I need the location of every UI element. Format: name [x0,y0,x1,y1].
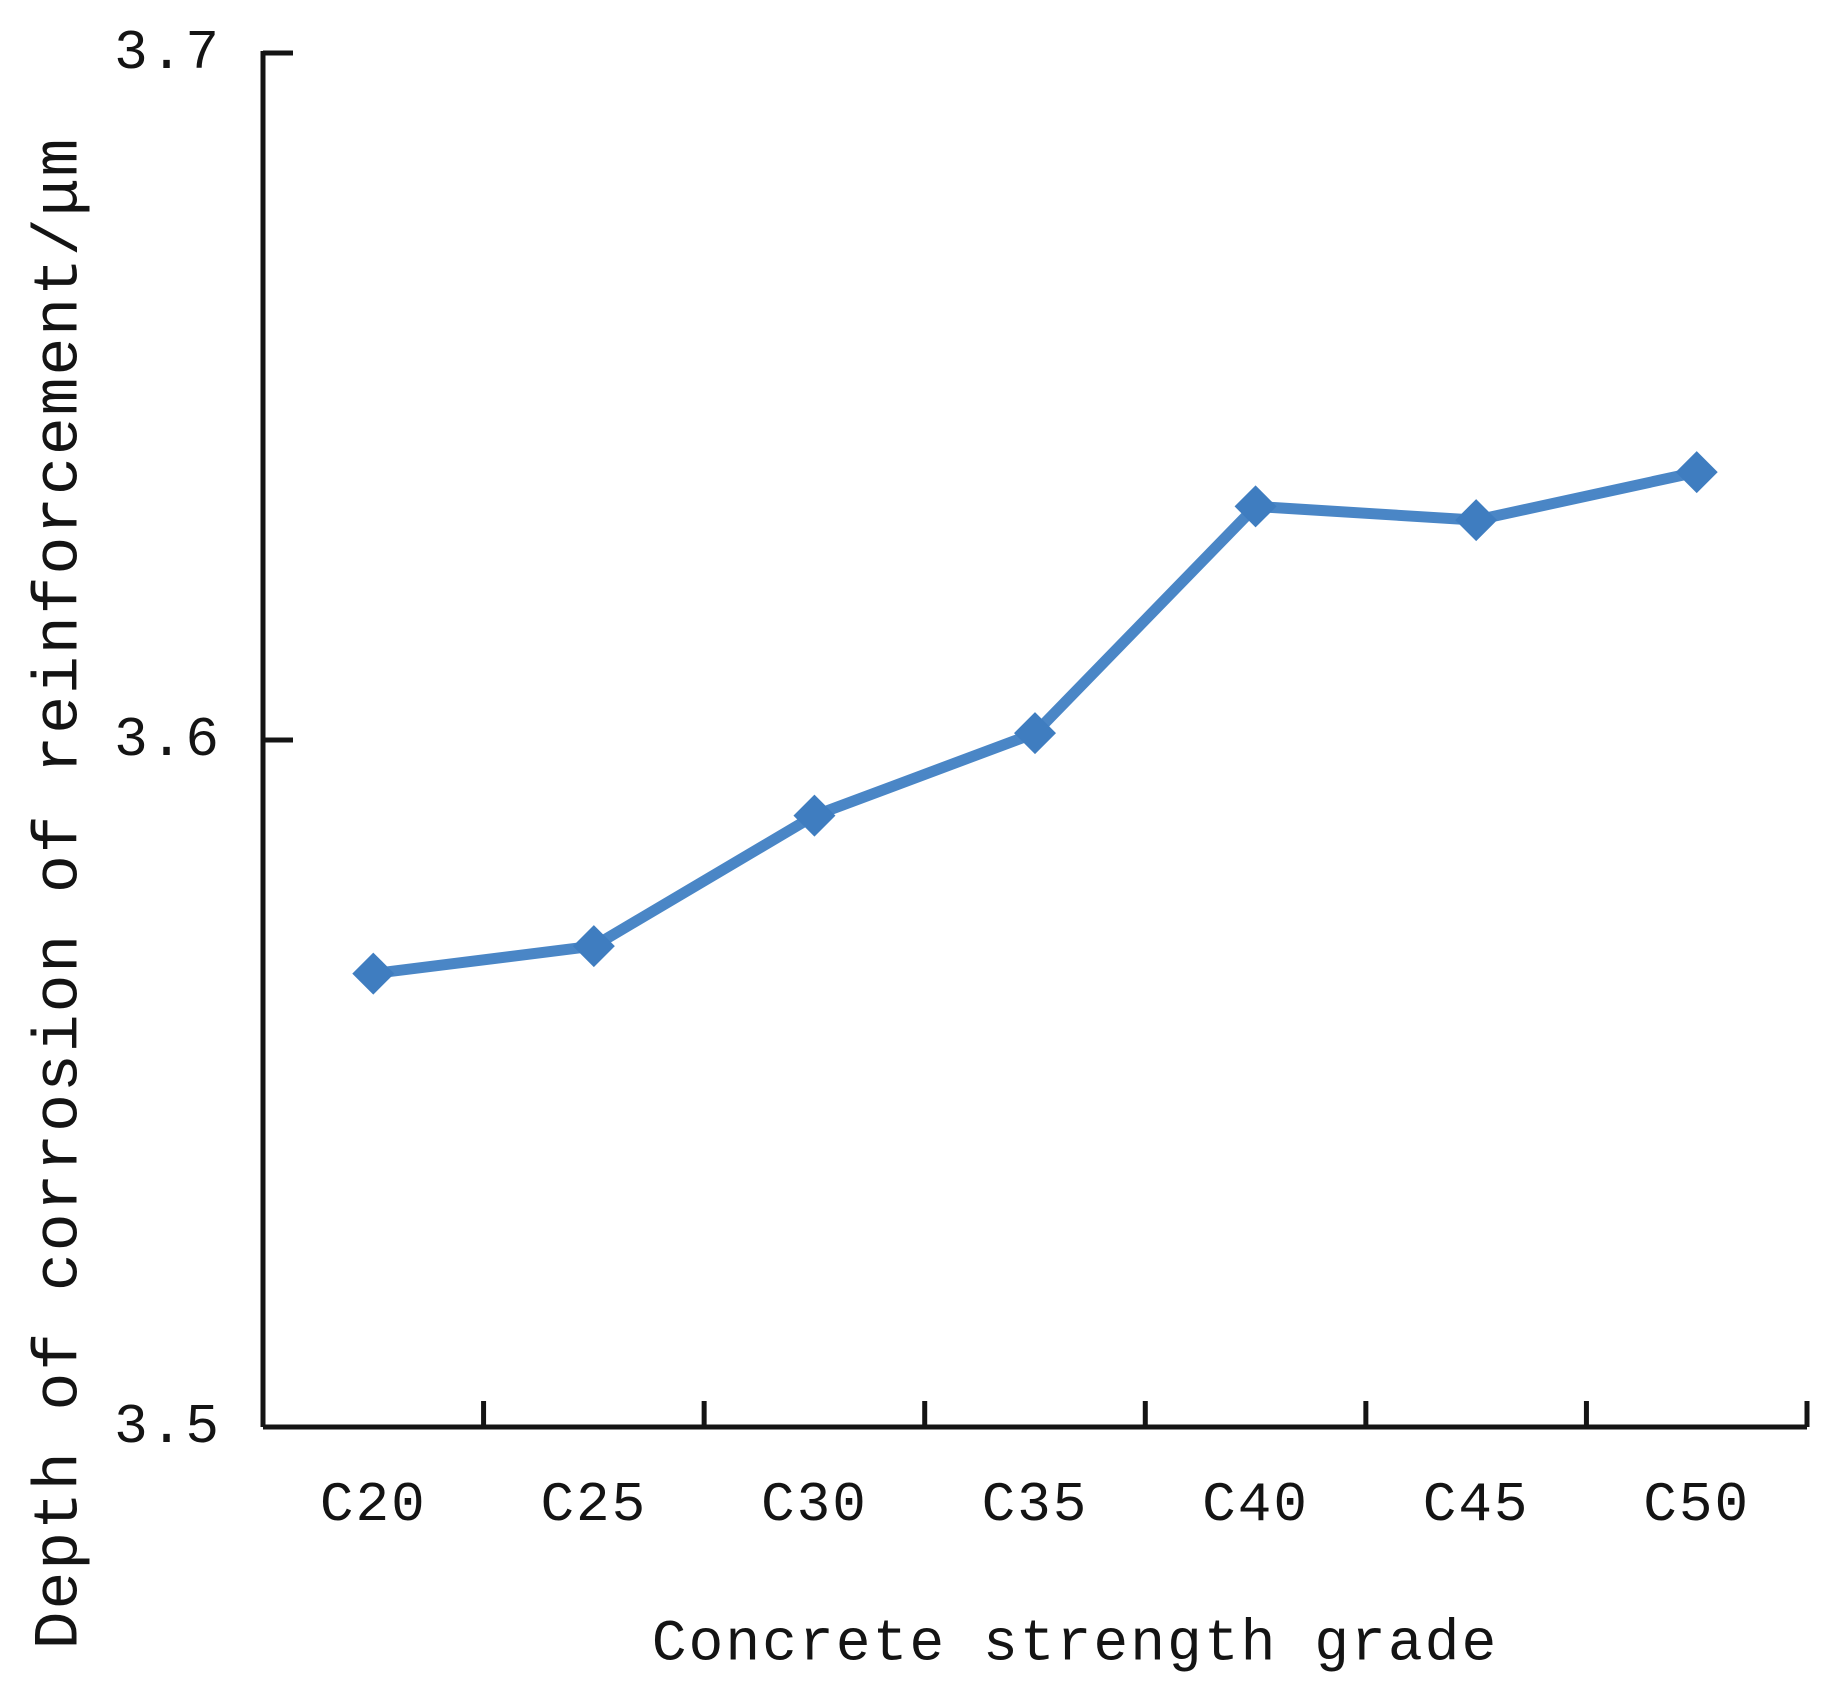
x-tick-label: C25 [540,1473,647,1537]
data-point-marker [793,794,836,837]
x-tick-label: C45 [1423,1473,1530,1537]
data-point-marker [352,952,395,995]
y-tick-label: 3.6 [114,708,221,772]
y-axis-title: Depth of corrosion of reinforcement/μm [24,136,96,1650]
data-point-marker [1234,485,1277,528]
data-point-marker [572,925,615,968]
y-tick-label: 3.7 [114,21,221,85]
data-point-marker [1455,499,1498,542]
x-axis-title: Concrete strength grade [651,1612,1499,1678]
x-tick-label: C40 [1202,1473,1309,1537]
x-tick-label: C50 [1643,1473,1750,1537]
y-tick-label: 3.5 [114,1395,221,1459]
x-tick-label: C20 [320,1473,427,1537]
x-tick-label: C30 [761,1473,868,1537]
data-point-marker [1014,712,1056,755]
data-point-marker [1675,451,1718,494]
x-tick-label: C35 [982,1473,1089,1537]
